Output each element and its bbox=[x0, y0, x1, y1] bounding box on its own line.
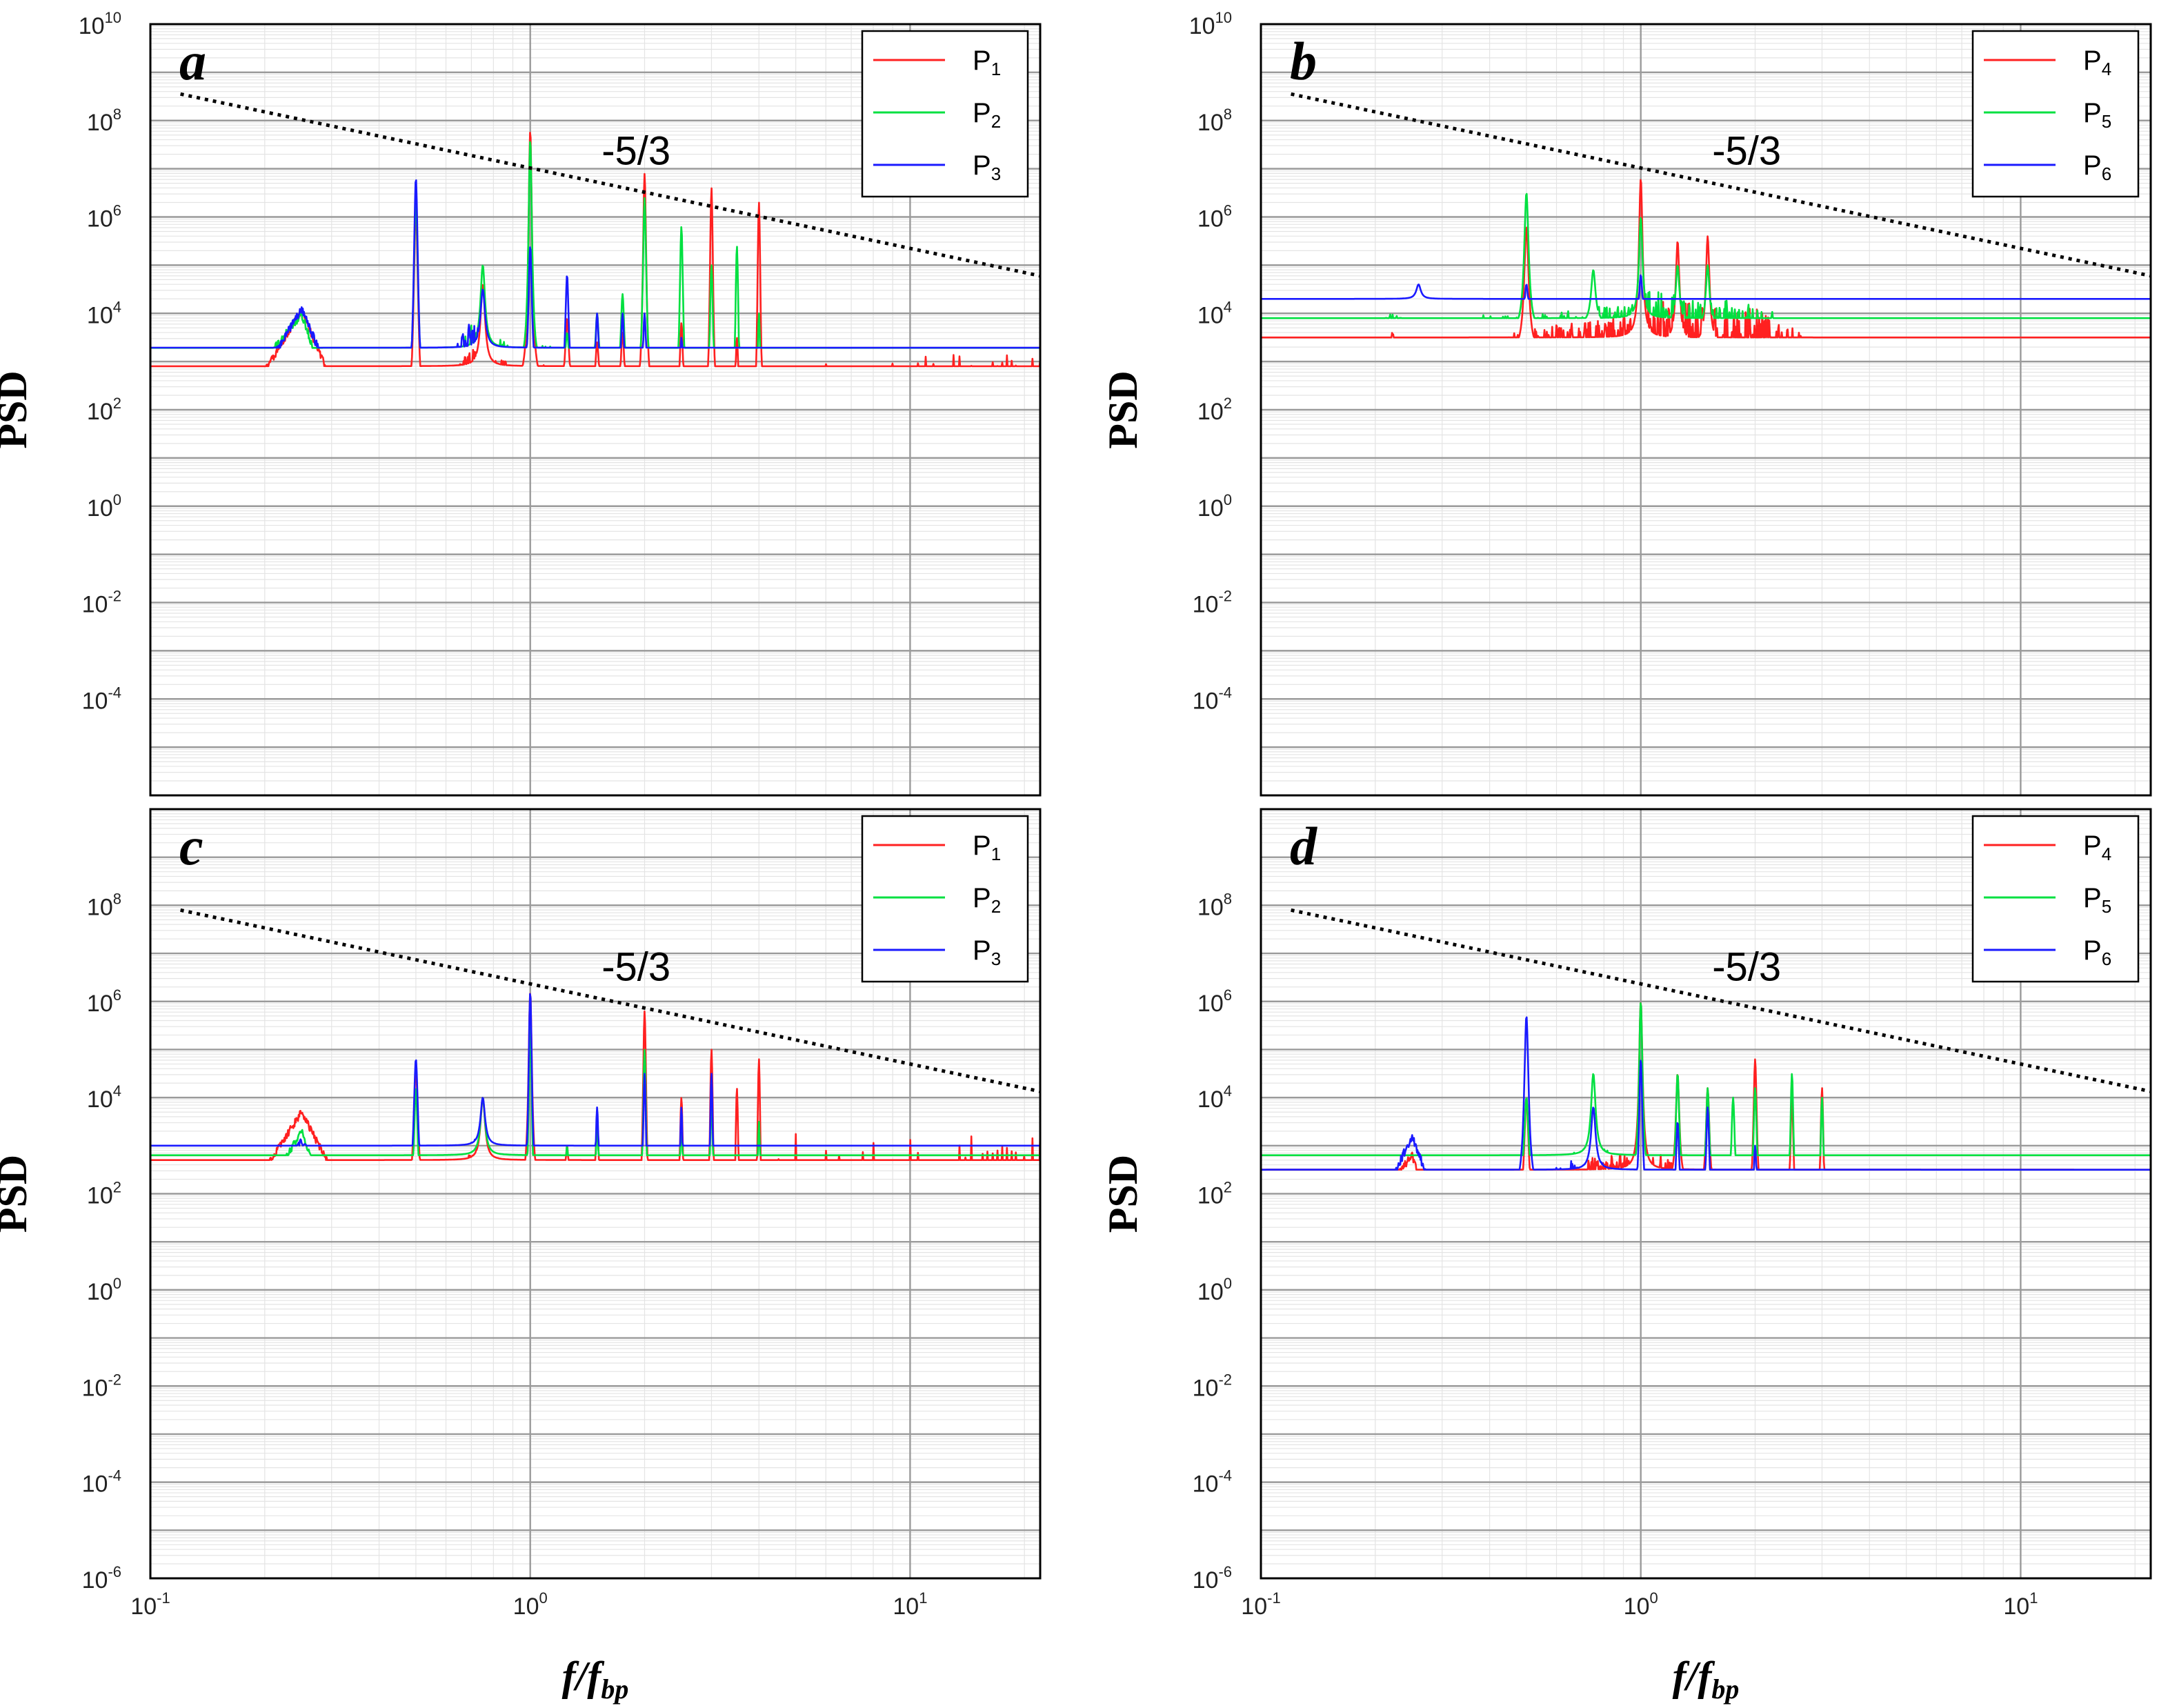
y-tick-label: 10-2 bbox=[82, 588, 121, 618]
reference-slope-line bbox=[180, 92, 1041, 278]
slope-annotation: -5/3 bbox=[1712, 944, 1781, 989]
series-group bbox=[1261, 179, 2151, 339]
slope-annotation: -5/3 bbox=[601, 129, 670, 174]
legend-label: P6 bbox=[2083, 935, 2111, 969]
x-tick-label: 100 bbox=[1624, 1589, 1658, 1620]
legend-box bbox=[861, 815, 1029, 983]
axes-frame bbox=[1260, 23, 2152, 797]
legend: P1 P2 P3 bbox=[861, 815, 1029, 983]
slope-annotation: -5/3 bbox=[601, 944, 670, 989]
y-tick-label: 10-6 bbox=[82, 1563, 121, 1593]
legend-label: P4 bbox=[2083, 46, 2111, 79]
y-tick-label: 102 bbox=[87, 395, 121, 425]
axes-frame bbox=[149, 808, 1042, 1580]
legend-label: P1 bbox=[973, 46, 1001, 79]
series-line-P3 bbox=[150, 993, 1040, 1147]
legend-label: P5 bbox=[2083, 98, 2111, 132]
legend-label: P4 bbox=[2083, 831, 2111, 864]
y-tick-label: 106 bbox=[87, 986, 121, 1017]
y-axis-label: PSD bbox=[0, 370, 35, 448]
y-tick-label: 108 bbox=[1197, 890, 1232, 920]
y-axis-label: PSD bbox=[1100, 370, 1146, 448]
y-tick-label: 100 bbox=[87, 1275, 121, 1305]
series-group bbox=[150, 132, 1040, 368]
y-tick-label: 100 bbox=[1197, 1275, 1232, 1305]
y-tick-label: 102 bbox=[1197, 395, 1232, 425]
legend: P1 P2 P3 bbox=[861, 30, 1029, 198]
y-tick-label: 1010 bbox=[1189, 9, 1232, 39]
slope-annotation: -5/3 bbox=[1712, 129, 1781, 174]
legend-label: P3 bbox=[973, 150, 1001, 184]
y-tick-label: 104 bbox=[1197, 298, 1232, 328]
y-tick-label: 100 bbox=[1197, 491, 1232, 522]
x-tick-label: 10-1 bbox=[130, 1589, 170, 1620]
y-tick-label: 100 bbox=[87, 491, 121, 522]
y-tick-label: 10-6 bbox=[1193, 1563, 1232, 1593]
legend-label: P1 bbox=[973, 831, 1001, 864]
panel-c: -5/3 10-6 10-4 10-2 100 102 104 106 108 10-1 100 10… bbox=[0, 808, 1042, 1705]
series-line-P1 bbox=[150, 993, 1040, 1161]
panel-label: b bbox=[1290, 31, 1317, 91]
y-axis-label: PSD bbox=[0, 1155, 35, 1233]
legend: P4 P5 P6 bbox=[1971, 815, 2140, 983]
y-tick-label: 104 bbox=[87, 298, 121, 328]
panel-label: a bbox=[179, 31, 206, 91]
axes-frame bbox=[149, 23, 1042, 797]
legend-label: P2 bbox=[973, 883, 1001, 917]
y-tick-label: 10-2 bbox=[1193, 588, 1232, 618]
y-tick-label: 102 bbox=[1197, 1179, 1232, 1209]
reference-slope-line bbox=[1291, 92, 2151, 278]
panel-label: d bbox=[1290, 816, 1317, 876]
x-tick-label: 101 bbox=[2003, 1589, 2038, 1620]
legend-box bbox=[1971, 30, 2140, 198]
y-tick-label: 104 bbox=[87, 1082, 121, 1113]
legend-box bbox=[861, 30, 1029, 198]
legend-box bbox=[1971, 815, 2140, 983]
y-tick-label: 10-2 bbox=[82, 1371, 121, 1401]
x-tick-label: 10-1 bbox=[1241, 1589, 1280, 1620]
y-tick-label: 106 bbox=[1197, 202, 1232, 232]
series-line-P6 bbox=[1261, 1016, 2151, 1171]
reference-slope-line bbox=[1291, 908, 2151, 1093]
y-tick-label: 104 bbox=[1197, 1082, 1232, 1113]
y-tick-label: 108 bbox=[87, 106, 121, 136]
legend-label: P2 bbox=[973, 98, 1001, 132]
y-tick-label: 10-4 bbox=[1193, 1467, 1232, 1498]
x-axis-label: f/fbp bbox=[562, 1654, 629, 1705]
y-tick-label: 106 bbox=[1197, 986, 1232, 1017]
y-tick-label: 102 bbox=[87, 1179, 121, 1209]
series-line-P5 bbox=[1261, 192, 2151, 319]
legend-label: P6 bbox=[2083, 150, 2111, 184]
y-tick-label: 10-4 bbox=[1193, 684, 1232, 714]
y-tick-label: 1010 bbox=[79, 9, 121, 39]
y-tick-label: 106 bbox=[87, 202, 121, 232]
series-line-P6 bbox=[1261, 274, 2151, 300]
x-axis-label: f/fbp bbox=[1673, 1654, 1740, 1705]
series-group bbox=[1261, 1002, 2151, 1171]
axes-frame bbox=[1260, 808, 2152, 1580]
legend: P4 P5 P6 bbox=[1971, 30, 2140, 198]
y-axis-label: PSD bbox=[1100, 1155, 1146, 1233]
panel-d: -5/3 10-6 10-4 10-2 100 102 104 106 108 10-1 100 10… bbox=[1100, 808, 2152, 1705]
y-tick-label: 10-4 bbox=[82, 1467, 121, 1498]
legend-label: P3 bbox=[973, 935, 1001, 969]
y-tick-label: 10-4 bbox=[82, 684, 121, 714]
x-tick-label: 100 bbox=[513, 1589, 548, 1620]
reference-slope-line bbox=[180, 908, 1041, 1093]
y-tick-label: 10-2 bbox=[1193, 1371, 1232, 1401]
series-group bbox=[150, 993, 1040, 1161]
x-tick-label: 101 bbox=[893, 1589, 927, 1620]
y-tick-label: 108 bbox=[87, 890, 121, 920]
y-tick-label: 108 bbox=[1197, 106, 1232, 136]
series-line-P3 bbox=[150, 179, 1040, 349]
series-line-P2 bbox=[150, 1026, 1040, 1156]
legend-label: P5 bbox=[2083, 883, 2111, 917]
panel-label: c bbox=[179, 816, 203, 876]
